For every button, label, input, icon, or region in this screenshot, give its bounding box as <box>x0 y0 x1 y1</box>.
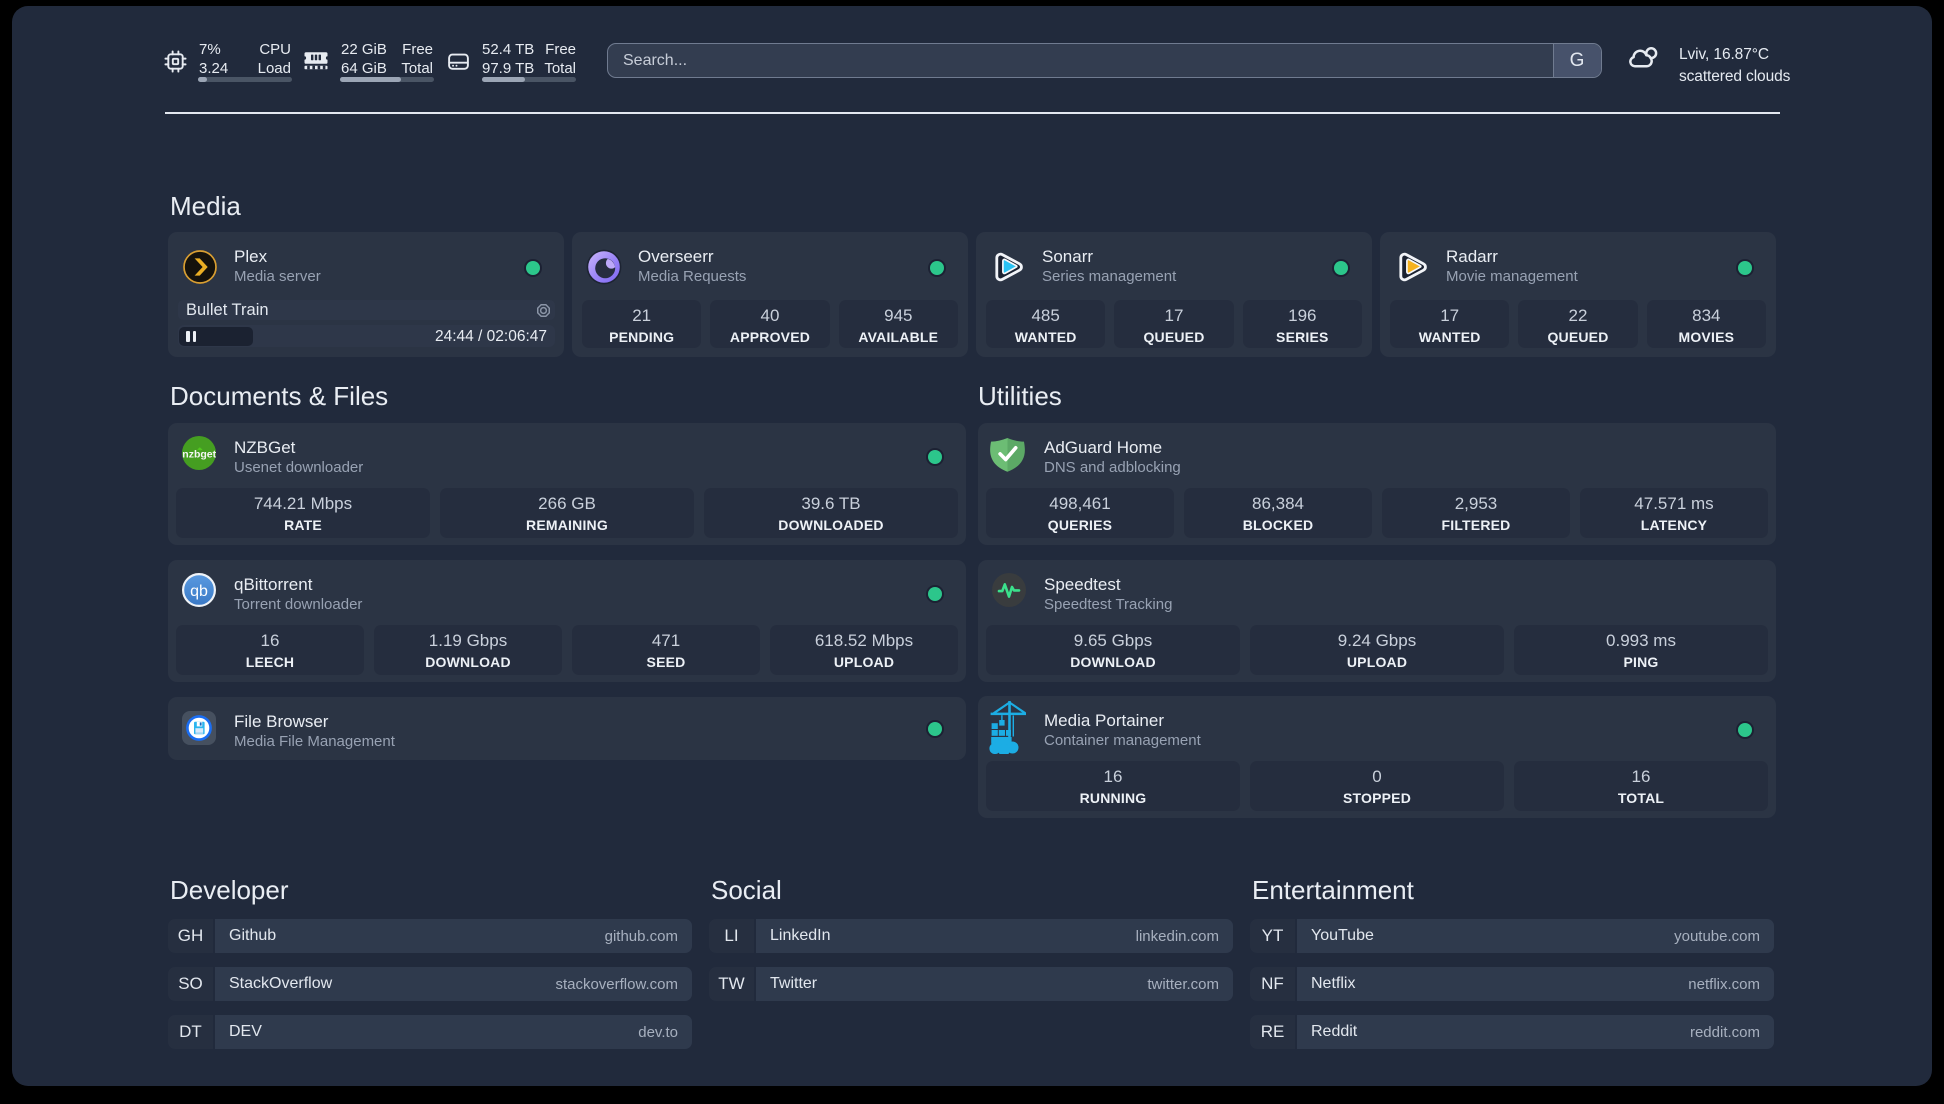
svg-text:qb: qb <box>190 583 208 600</box>
svg-text:nzbget: nzbget <box>182 448 216 460</box>
